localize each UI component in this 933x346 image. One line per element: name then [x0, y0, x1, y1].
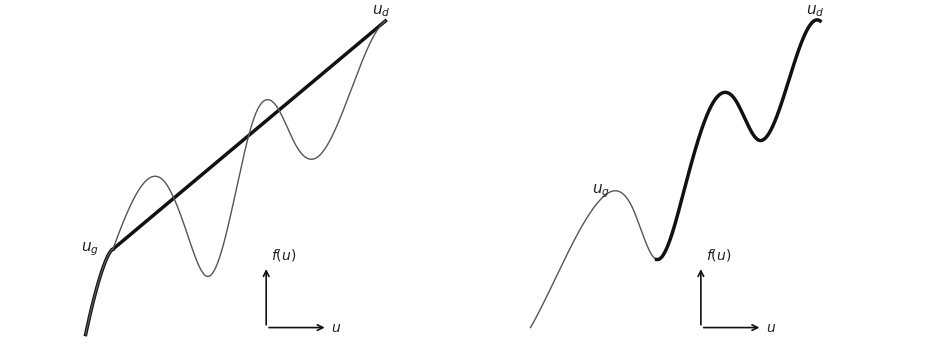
- Text: $u_d$: $u_d$: [806, 3, 825, 19]
- Text: $u$: $u$: [766, 321, 775, 335]
- Text: $u_g$: $u_g$: [80, 240, 99, 258]
- Text: $u$: $u$: [331, 321, 341, 335]
- Text: $u_g$: $u_g$: [592, 182, 610, 200]
- Text: $u_d$: $u_d$: [372, 3, 390, 19]
- Text: $f(u)$: $f(u)$: [272, 247, 297, 263]
- Text: $f(u)$: $f(u)$: [706, 247, 731, 263]
